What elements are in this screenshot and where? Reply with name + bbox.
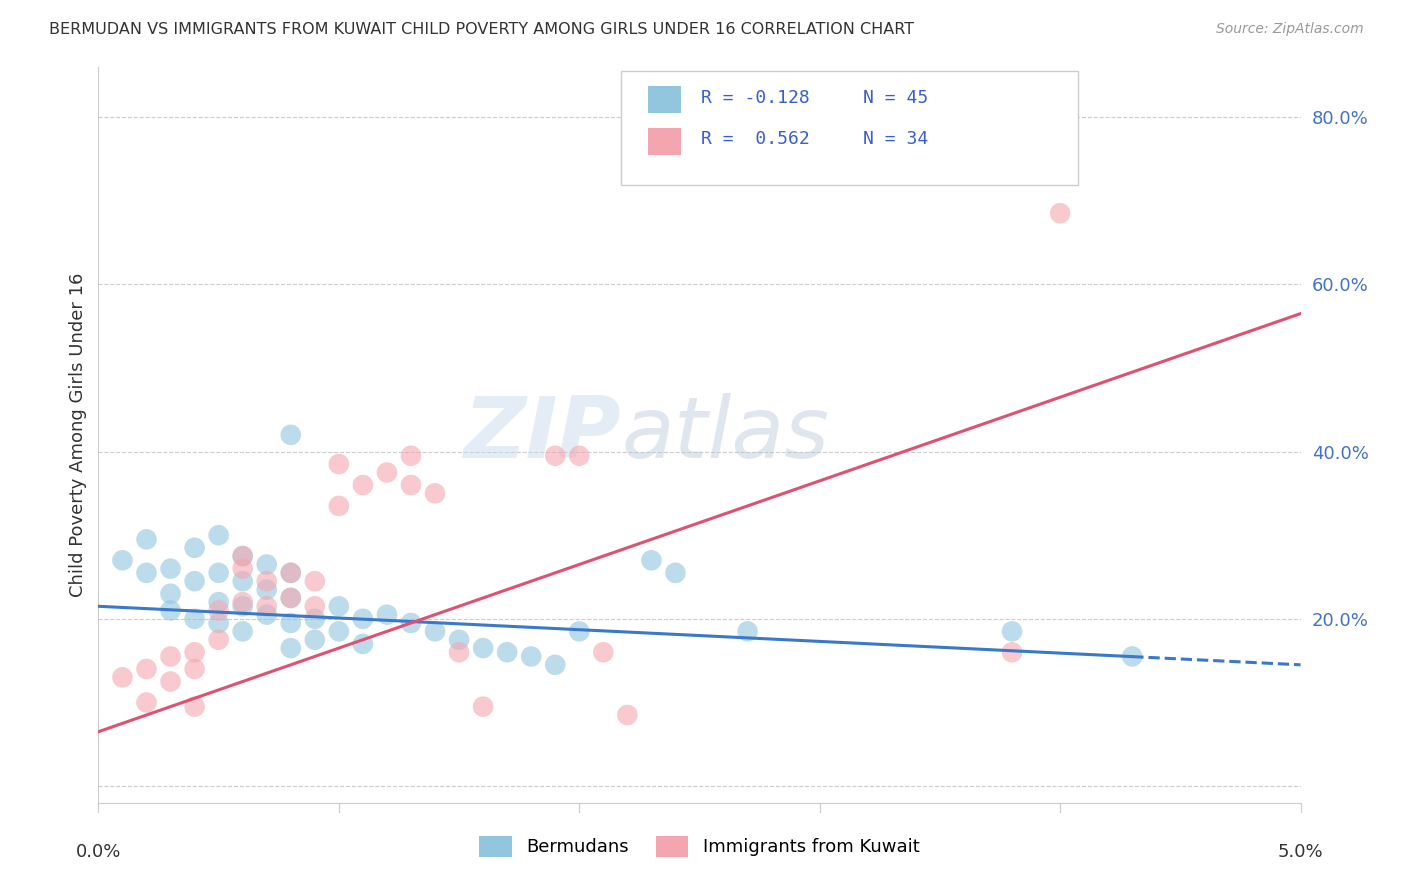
Point — [616, 708, 638, 723]
Point — [208, 632, 231, 647]
Point — [375, 466, 398, 480]
Point — [135, 662, 157, 676]
Point — [328, 599, 350, 614]
Point — [304, 599, 326, 614]
Point — [520, 649, 543, 664]
Point — [159, 603, 181, 617]
Point — [280, 641, 302, 656]
Point — [232, 549, 254, 563]
Point — [208, 615, 231, 630]
Point — [640, 553, 662, 567]
Point — [232, 599, 254, 614]
Point — [1001, 645, 1024, 659]
Point — [280, 427, 302, 442]
Point — [280, 615, 302, 630]
Text: 5.0%: 5.0% — [1278, 843, 1323, 861]
FancyBboxPatch shape — [621, 70, 1078, 185]
Point — [280, 566, 302, 580]
Text: ZIP: ZIP — [464, 393, 621, 476]
FancyBboxPatch shape — [648, 87, 682, 113]
Point — [208, 528, 231, 542]
Point — [232, 624, 254, 639]
Point — [135, 566, 157, 580]
Point — [399, 478, 422, 492]
Point — [472, 641, 495, 656]
Point — [183, 699, 205, 714]
Point — [159, 587, 181, 601]
Point — [159, 674, 181, 689]
Point — [423, 624, 446, 639]
Point — [375, 607, 398, 622]
Point — [592, 645, 614, 659]
Point — [232, 562, 254, 576]
Point — [1121, 649, 1143, 664]
Point — [328, 457, 350, 471]
Point — [664, 566, 686, 580]
Point — [1001, 624, 1024, 639]
Point — [423, 486, 446, 500]
Point — [399, 615, 422, 630]
Point — [135, 696, 157, 710]
Point — [183, 574, 205, 589]
Point — [256, 607, 278, 622]
Point — [328, 499, 350, 513]
Point — [208, 603, 231, 617]
Point — [280, 566, 302, 580]
Point — [232, 549, 254, 563]
Point — [183, 645, 205, 659]
Point — [208, 566, 231, 580]
Point — [447, 645, 470, 659]
Point — [256, 574, 278, 589]
Text: atlas: atlas — [621, 393, 830, 476]
Point — [544, 657, 567, 672]
Point — [256, 582, 278, 597]
Point — [544, 449, 567, 463]
Point — [256, 558, 278, 572]
Point — [256, 599, 278, 614]
Point — [159, 649, 181, 664]
Point — [304, 632, 326, 647]
Point — [737, 624, 759, 639]
Point — [568, 449, 591, 463]
Point — [183, 541, 205, 555]
Point — [328, 624, 350, 639]
Point — [1049, 206, 1071, 220]
Point — [496, 645, 519, 659]
Point — [135, 533, 157, 547]
Point — [352, 478, 374, 492]
FancyBboxPatch shape — [648, 128, 682, 155]
Point — [304, 574, 326, 589]
Point — [399, 449, 422, 463]
Point — [183, 662, 205, 676]
Text: N = 34: N = 34 — [863, 130, 928, 148]
Point — [208, 595, 231, 609]
Text: Source: ZipAtlas.com: Source: ZipAtlas.com — [1216, 22, 1364, 37]
Point — [352, 612, 374, 626]
Point — [183, 612, 205, 626]
Point — [111, 670, 134, 684]
Point — [352, 637, 374, 651]
Point — [232, 574, 254, 589]
Text: N = 45: N = 45 — [863, 89, 928, 107]
Text: R = -0.128: R = -0.128 — [700, 89, 810, 107]
Point — [472, 699, 495, 714]
Point — [111, 553, 134, 567]
Point — [568, 624, 591, 639]
Point — [304, 612, 326, 626]
Text: BERMUDAN VS IMMIGRANTS FROM KUWAIT CHILD POVERTY AMONG GIRLS UNDER 16 CORRELATIO: BERMUDAN VS IMMIGRANTS FROM KUWAIT CHILD… — [49, 22, 914, 37]
Y-axis label: Child Poverty Among Girls Under 16: Child Poverty Among Girls Under 16 — [69, 273, 87, 597]
Point — [447, 632, 470, 647]
Legend: Bermudans, Immigrants from Kuwait: Bermudans, Immigrants from Kuwait — [468, 825, 931, 867]
Text: R =  0.562: R = 0.562 — [700, 130, 810, 148]
Point — [280, 591, 302, 605]
Point — [159, 562, 181, 576]
Text: 0.0%: 0.0% — [76, 843, 121, 861]
Point — [280, 591, 302, 605]
Point — [232, 595, 254, 609]
